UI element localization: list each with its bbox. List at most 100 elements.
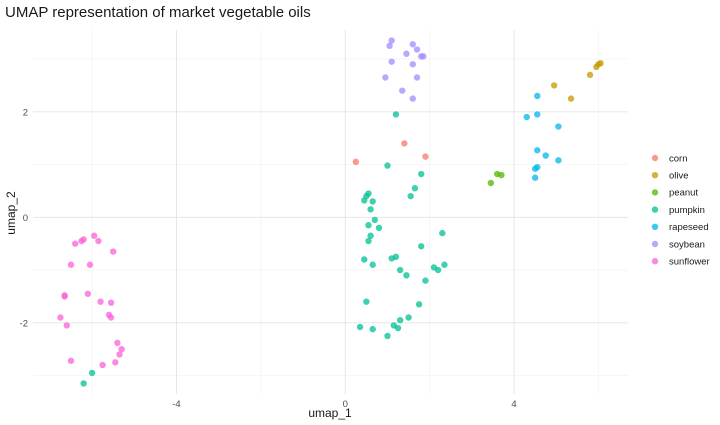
data-point-pumpkin <box>375 224 383 232</box>
data-point-pumpkin <box>396 266 404 274</box>
data-point-corn <box>352 158 360 166</box>
data-point-peanut <box>487 179 495 187</box>
data-point-sunflower <box>67 261 75 268</box>
data-point-pumpkin <box>371 216 379 224</box>
data-point-soybean <box>409 95 416 102</box>
data-point-sunflower <box>97 298 104 305</box>
data-point-rapeseed <box>523 113 530 121</box>
data-point-pumpkin <box>407 192 414 200</box>
data-point-soybean <box>409 41 416 48</box>
legend-key-rapeseed <box>651 223 659 230</box>
data-point-sunflower <box>95 237 102 245</box>
legend-key-soybean <box>651 240 659 248</box>
data-point-pumpkin <box>418 243 425 250</box>
data-point-soybean <box>420 53 427 60</box>
data-point-rapeseed <box>542 152 549 159</box>
legend-key-pumpkin <box>651 206 659 213</box>
data-point-sunflower <box>61 293 68 300</box>
data-point-rapeseed <box>534 111 541 118</box>
legend-key-corn <box>651 154 659 162</box>
data-point-rapeseed <box>555 123 562 130</box>
data-point-sunflower <box>90 232 98 239</box>
data-point-rapeseed <box>531 174 539 181</box>
data-point-soybean <box>388 58 395 65</box>
data-point-pumpkin <box>441 261 448 268</box>
y-tick-label: 2 <box>23 107 28 118</box>
data-point-sunflower <box>114 339 121 347</box>
legend-label-peanut: peanut <box>669 188 698 199</box>
data-point-sunflower <box>86 261 94 268</box>
legend-label-olive: olive <box>669 171 689 182</box>
data-point-pumpkin <box>367 206 374 213</box>
grid-lines <box>33 30 628 394</box>
data-point-olive <box>567 95 575 102</box>
legend-label-soybean: soybean <box>669 239 705 250</box>
data-point-olive <box>550 82 558 89</box>
data-point-sunflower <box>118 345 125 353</box>
data-point-pumpkin <box>80 380 87 387</box>
data-point-soybean <box>386 42 393 50</box>
legend-key-peanut <box>651 189 659 196</box>
data-point-sunflower <box>71 240 79 247</box>
x-axis-title: umap_1 <box>308 406 352 420</box>
data-point-pumpkin <box>434 266 442 274</box>
data-point-soybean <box>413 74 421 81</box>
data-point-soybean <box>409 61 416 68</box>
data-point-pumpkin <box>396 316 404 324</box>
data-point-sunflower <box>84 290 92 297</box>
legend-label-sunflower: sunflower <box>669 257 710 268</box>
data-point-soybean <box>382 74 389 81</box>
data-point-pumpkin <box>394 324 402 332</box>
data-point-pumpkin <box>356 323 364 331</box>
y-tick-label: -2 <box>20 318 28 329</box>
legend: corn olive peanut pumpkin rapeseed soybean sun… <box>651 153 710 268</box>
legend-key-sunflower <box>651 258 659 265</box>
data-point-pumpkin <box>369 261 376 268</box>
data-point-sunflower <box>112 359 119 366</box>
data-point-sunflower <box>67 357 75 364</box>
data-point-olive <box>586 71 594 79</box>
data-point-pumpkin <box>415 301 423 308</box>
data-point-pumpkin <box>405 314 412 321</box>
data-point-soybean <box>399 87 406 94</box>
data-point-pumpkin <box>369 325 376 333</box>
y-tick-label: 0 <box>23 213 28 224</box>
legend-key-olive <box>651 172 659 179</box>
data-point-sunflower <box>78 237 85 245</box>
data-point-pumpkin <box>411 185 419 192</box>
legend-label-corn: corn <box>669 153 687 164</box>
data-point-pumpkin <box>439 229 446 237</box>
data-point-pumpkin <box>88 369 96 377</box>
data-point-pumpkin <box>418 170 425 178</box>
y-axis-title: umap_2 <box>4 191 18 235</box>
data-point-sunflower <box>107 299 115 306</box>
data-point-pumpkin <box>365 237 372 245</box>
data-point-pumpkin <box>361 256 368 263</box>
data-point-pumpkin <box>384 162 391 169</box>
data-point-sunflower <box>63 322 70 329</box>
data-point-pumpkin <box>363 298 370 305</box>
data-point-sunflower <box>107 314 115 321</box>
data-point-pumpkin <box>392 253 400 261</box>
data-point-corn <box>401 140 408 147</box>
data-point-pumpkin <box>384 332 391 340</box>
data-point-soybean <box>388 37 395 44</box>
data-points <box>57 37 604 387</box>
data-point-pumpkin <box>403 272 410 279</box>
data-point-pumpkin <box>365 221 372 229</box>
data-point-pumpkin <box>367 232 374 239</box>
data-point-pumpkin <box>392 111 400 118</box>
data-point-sunflower <box>109 248 117 255</box>
data-point-sunflower <box>99 361 106 369</box>
data-point-sunflower <box>116 351 123 358</box>
data-point-pumpkin <box>369 198 376 205</box>
data-point-rapeseed <box>534 92 541 100</box>
x-tick-label: -4 <box>172 399 180 410</box>
data-point-rapeseed <box>534 147 541 154</box>
data-point-sunflower <box>57 314 64 321</box>
data-point-pumpkin <box>422 277 429 284</box>
data-point-olive <box>597 60 604 67</box>
data-point-soybean <box>413 46 421 53</box>
data-point-corn <box>422 153 429 160</box>
x-tick-label: 0 <box>343 399 348 410</box>
